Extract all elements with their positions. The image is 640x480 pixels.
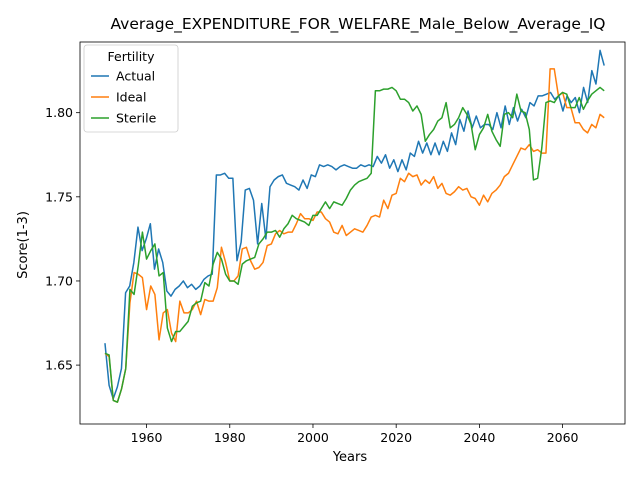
axes: 1960 1980 2000 2020 2040 2060 1.65 1.70 1.75 1.80 [45,41,626,445]
axes-frame [79,41,626,425]
y-tick-label: 1.80 [45,105,73,120]
series-line-sterile [104,86,605,403]
x-tick-label: 2060 [547,430,579,445]
y-tick-label: 1.70 [45,273,73,288]
legend-label-ideal: Ideal [116,90,146,105]
x-axis-label: Years [332,450,368,465]
y-tick-label: 1.65 [45,358,73,373]
legend: Fertility Actual Ideal Sterile [83,44,179,133]
legend-title: Fertility [108,49,156,64]
x-tick-label: 2000 [297,430,329,445]
legend-label-actual: Actual [116,69,155,84]
legend-label-sterile: Sterile [116,111,157,126]
chart-title: Average_EXPENDITURE_FOR_WELFARE_Male_Bel… [110,15,605,34]
x-tick-label: 2020 [380,430,412,445]
y-tick-label: 1.75 [45,189,73,204]
x-tick-label: 2040 [463,430,495,445]
plot-area [104,49,605,403]
y-axis-label: Score(1-3) [16,211,31,279]
legend-box [83,44,179,133]
series-line-ideal [104,68,605,403]
x-tick-label: 1960 [131,430,163,445]
x-tick-label: 1980 [214,430,246,445]
